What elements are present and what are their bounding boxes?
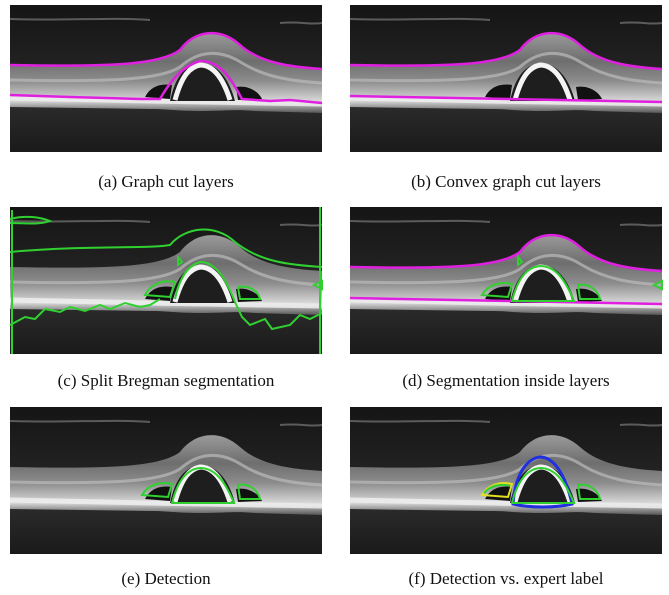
- panel-b-image: [350, 5, 662, 152]
- panel-c-image: [10, 207, 322, 354]
- caption: (c) Split Bregman segmentation: [58, 371, 275, 390]
- panel-f-image: [350, 407, 662, 554]
- figure: (a) Graph cut layers (b) Convex graph cu…: [0, 0, 669, 595]
- caption: (a) Graph cut layers: [98, 172, 233, 191]
- caption: (d) Segmentation inside layers: [402, 371, 609, 390]
- panel-d-image: [350, 207, 662, 354]
- panel-a-image: [10, 5, 322, 152]
- caption: (f) Detection vs. expert label: [409, 569, 604, 588]
- caption: (b) Convex graph cut layers: [411, 172, 601, 191]
- caption: (e) Detection: [121, 569, 211, 588]
- panel-e-image: [10, 407, 322, 554]
